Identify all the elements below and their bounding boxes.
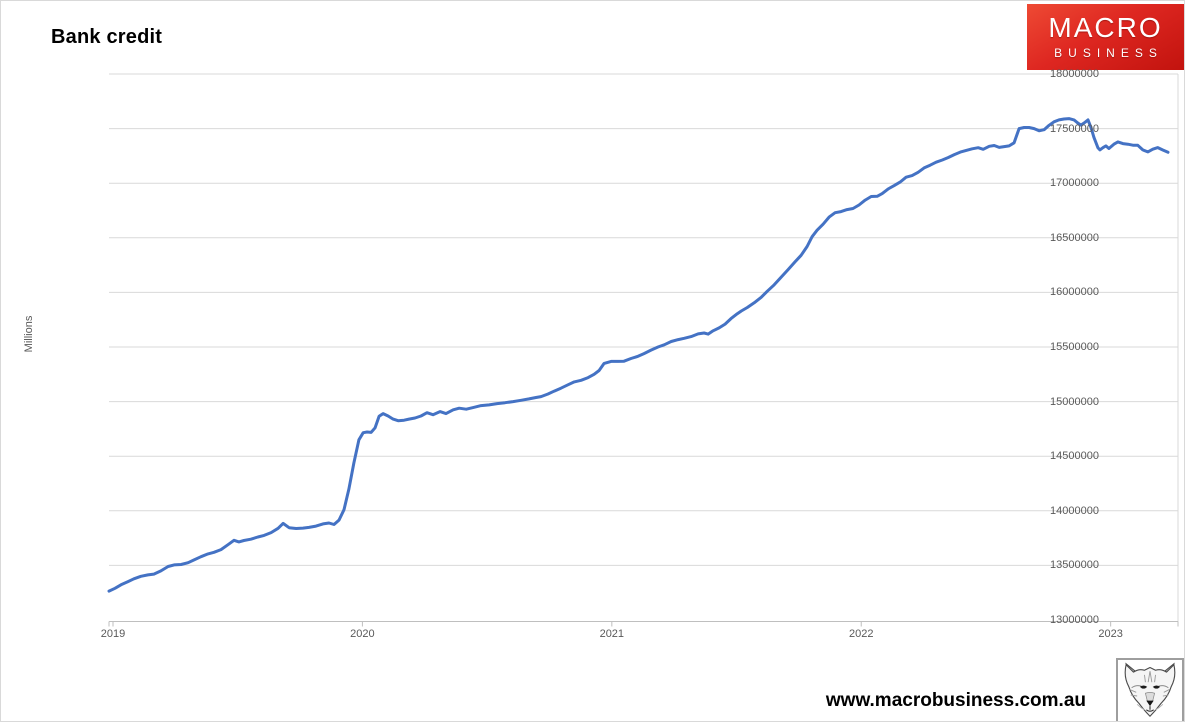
website-url: www.macrobusiness.com.au <box>825 690 1086 711</box>
y-tick-label: 17000000 <box>1050 177 1099 190</box>
logo-text-macro: MACRO <box>1048 12 1163 43</box>
y-tick-label: 14500000 <box>1050 450 1099 463</box>
y-tick-label: 16500000 <box>1050 231 1099 244</box>
y-tick-label: 18000000 <box>1050 68 1099 80</box>
y-tick-label: 13000000 <box>1050 614 1099 626</box>
x-tick-label: 2020 <box>350 628 375 640</box>
y-tick-label: 15000000 <box>1050 395 1099 408</box>
y-tick-label: 15500000 <box>1050 341 1099 353</box>
logo-text-business: BUSINESS <box>1054 46 1163 60</box>
x-axis-line <box>108 621 1179 627</box>
chart-title: Bank credit <box>51 26 163 48</box>
fox-logo <box>1116 658 1184 721</box>
x-tick-label: 2021 <box>599 628 625 640</box>
macrobusiness-logo: MACRO BUSINESS <box>1027 4 1184 70</box>
bank-credit-series-line <box>107 117 1170 593</box>
fox-sketch-icon <box>1124 662 1176 717</box>
y-tick-label: 16000000 <box>1050 286 1099 299</box>
y-tick-label: 14000000 <box>1050 504 1099 517</box>
x-tick-label: 2022 <box>848 628 874 640</box>
y-tick-label: 13500000 <box>1050 559 1099 572</box>
y-tick-label: 17500000 <box>1050 122 1099 135</box>
x-tick-label: 2023 <box>1098 628 1123 640</box>
gridlines <box>109 73 1178 566</box>
x-tick-label: 2019 <box>100 628 126 640</box>
